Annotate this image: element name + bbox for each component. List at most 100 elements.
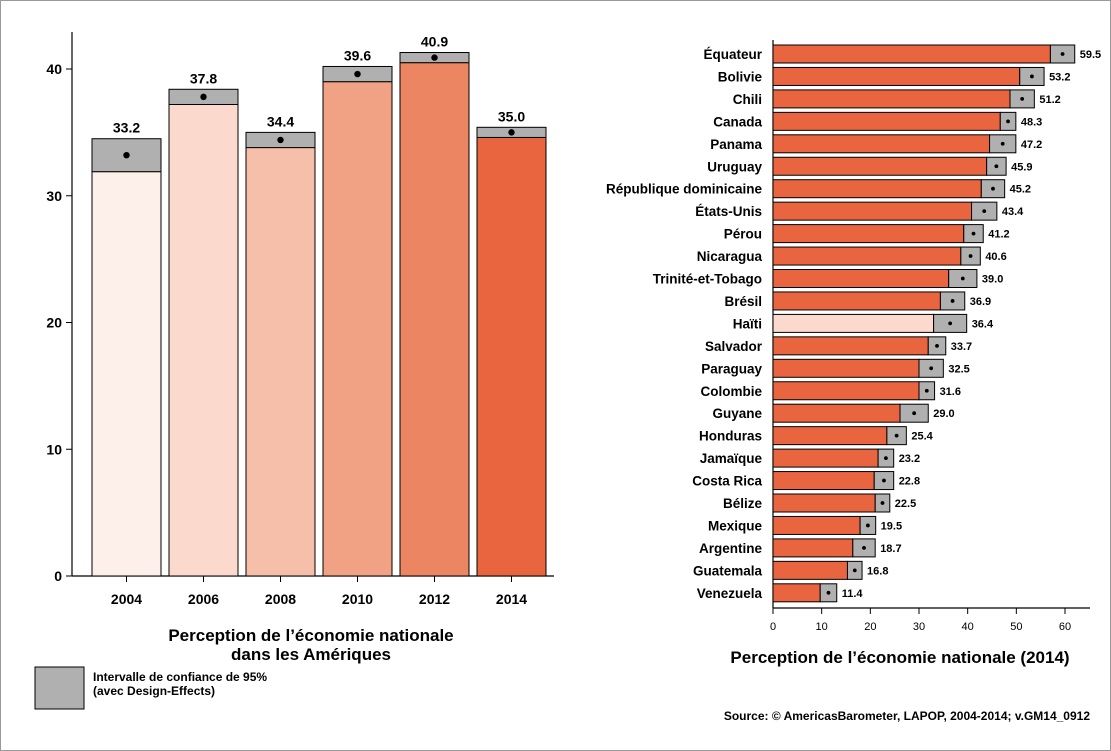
right-value-label-row-12: 36.4 bbox=[972, 318, 994, 330]
right-value-label-row-5: 45.9 bbox=[1011, 161, 1032, 173]
left-bar-chart: 33.2 37.8 34.4 39.6 40.9 35.0 0 10 20 30 40 2004 2… bbox=[46, 32, 554, 664]
left-point-2006 bbox=[200, 93, 207, 101]
right-point-row-13 bbox=[935, 343, 939, 348]
right-category-label-row-16: Guyane bbox=[712, 406, 762, 421]
right-value-label-row-21: 19.5 bbox=[881, 520, 902, 532]
left-point-2012 bbox=[431, 54, 438, 61]
right-xtick-label-0: 0 bbox=[770, 621, 776, 633]
right-bar-row-17 bbox=[772, 426, 888, 446]
right-value-label-row-4: 47.2 bbox=[1021, 139, 1042, 151]
right-value-label-row-6: 45.2 bbox=[1010, 184, 1031, 196]
right-value-label-row-7: 43.4 bbox=[1002, 206, 1024, 218]
right-bar-row-9 bbox=[772, 246, 962, 266]
right-category-label-row-21: Mexique bbox=[708, 518, 763, 533]
right-bar-chart: 59.5 Équateur 53.2 Bolivie 51.2 Chili 48.3 Cana… bbox=[606, 40, 1101, 667]
right-point-row-15 bbox=[924, 388, 929, 393]
left-point-2014 bbox=[508, 129, 515, 136]
left-bar-2012 bbox=[399, 62, 470, 577]
right-point-row-19 bbox=[882, 478, 886, 483]
left-value-label-2012: 40.9 bbox=[421, 34, 448, 50]
right-value-label-row-15: 31.6 bbox=[940, 386, 961, 398]
right-xtick-label-20: 20 bbox=[864, 621, 876, 633]
right-point-row-1 bbox=[1030, 74, 1034, 79]
right-category-label-row-0: Équateur bbox=[703, 47, 762, 62]
right-bar-row-14 bbox=[772, 358, 920, 378]
right-value-label-row-17: 25.4 bbox=[911, 431, 933, 443]
right-bar-row-4 bbox=[772, 134, 991, 154]
right-bar-row-7 bbox=[772, 201, 973, 221]
right-value-label-row-14: 32.5 bbox=[948, 363, 969, 375]
right-point-row-12 bbox=[948, 321, 953, 326]
right-bar-row-24 bbox=[772, 583, 821, 603]
right-value-label-row-3: 48.3 bbox=[1021, 116, 1042, 128]
right-bar-row-23 bbox=[772, 560, 848, 580]
right-category-label-row-19: Costa Rica bbox=[692, 474, 762, 489]
right-point-row-18 bbox=[884, 456, 888, 460]
right-value-label-row-2: 51.2 bbox=[1039, 94, 1060, 106]
left-bar-2006 bbox=[168, 103, 239, 577]
right-value-label-row-23: 16.8 bbox=[867, 565, 888, 577]
right-bar-row-18 bbox=[772, 448, 879, 468]
source-note: Source: © AmericasBarometer, LAPOP, 2004… bbox=[724, 709, 1090, 723]
right-point-row-8 bbox=[971, 231, 976, 236]
right-bar-row-15 bbox=[772, 381, 920, 401]
right-category-label-row-20: Bélize bbox=[723, 496, 763, 511]
left-chart-title-line1: Perception de l’économie nationale bbox=[168, 626, 453, 645]
left-xtick-label-2010: 2010 bbox=[342, 591, 373, 607]
right-point-row-21 bbox=[866, 523, 870, 528]
right-bar-row-19 bbox=[772, 471, 875, 491]
right-point-row-17 bbox=[894, 433, 899, 438]
right-point-row-11 bbox=[950, 299, 955, 303]
right-bar-row-11 bbox=[772, 291, 941, 311]
right-category-label-row-17: Honduras bbox=[699, 429, 762, 444]
left-xtick-label-2006: 2006 bbox=[188, 591, 219, 607]
right-bar-row-20 bbox=[772, 493, 876, 513]
right-value-label-row-20: 22.5 bbox=[895, 498, 916, 510]
left-point-2010 bbox=[354, 70, 361, 78]
right-point-row-10 bbox=[960, 276, 965, 281]
right-point-row-3 bbox=[1006, 119, 1010, 124]
right-category-label-row-18: Jamaïque bbox=[700, 451, 763, 466]
right-category-label-row-22: Argentine bbox=[699, 541, 762, 556]
left-bar-2010 bbox=[322, 81, 393, 577]
left-value-label-2014: 35.0 bbox=[498, 108, 525, 124]
right-bar-row-16 bbox=[772, 403, 901, 423]
right-category-label-row-5: Uruguay bbox=[707, 159, 762, 174]
right-category-label-row-13: Salvador bbox=[705, 339, 763, 354]
left-ytick-label-20: 20 bbox=[46, 315, 62, 331]
right-category-label-row-7: États-Unis bbox=[695, 204, 762, 219]
right-category-label-row-23: Guatemala bbox=[693, 563, 763, 578]
right-category-label-row-2: Chili bbox=[733, 92, 762, 107]
right-bar-row-3 bbox=[772, 111, 1001, 131]
right-category-label-row-12: Haïti bbox=[733, 316, 762, 331]
left-chart-title-line2: dans les Amériques bbox=[231, 645, 391, 664]
right-bar-row-21 bbox=[772, 515, 861, 535]
left-point-2004 bbox=[123, 151, 130, 159]
right-category-label-row-14: Paraguay bbox=[701, 361, 762, 376]
right-category-label-row-24: Venezuela bbox=[697, 586, 763, 601]
left-ytick-label-40: 40 bbox=[46, 61, 62, 77]
ci-legend: Intervalle de confiance de 95% (avec Des… bbox=[34, 666, 267, 710]
legend-ci-label-line1: Intervalle de confiance de 95% bbox=[93, 670, 267, 684]
left-bar-2008 bbox=[245, 147, 316, 577]
right-category-label-row-9: Nicaragua bbox=[697, 249, 763, 264]
right-xtick-label-40: 40 bbox=[962, 621, 974, 633]
right-point-row-16 bbox=[912, 411, 917, 416]
right-category-label-row-1: Bolivie bbox=[718, 69, 763, 84]
right-bar-row-12 bbox=[772, 313, 935, 333]
left-value-label-2004: 33.2 bbox=[113, 120, 140, 136]
right-value-label-row-8: 41.2 bbox=[988, 229, 1009, 241]
right-bar-row-13 bbox=[772, 336, 929, 356]
right-bar-row-22 bbox=[772, 538, 854, 558]
left-point-2008 bbox=[277, 136, 284, 144]
right-value-label-row-18: 23.2 bbox=[899, 453, 920, 465]
left-value-label-2006: 37.8 bbox=[190, 70, 217, 86]
right-value-label-row-1: 53.2 bbox=[1049, 71, 1070, 83]
right-bar-row-6 bbox=[772, 179, 982, 199]
right-category-label-row-10: Trinité-et-Tobago bbox=[653, 272, 762, 287]
left-xtick-label-2004: 2004 bbox=[111, 591, 142, 607]
left-value-label-2008: 34.4 bbox=[267, 113, 294, 129]
right-value-label-row-13: 33.7 bbox=[951, 341, 972, 353]
right-bar-row-0 bbox=[772, 44, 1051, 64]
